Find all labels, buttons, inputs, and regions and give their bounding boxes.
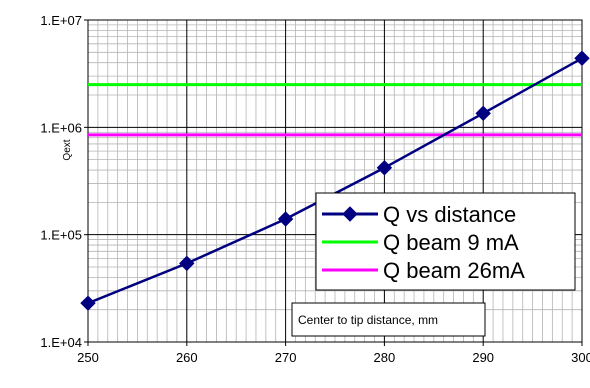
x-tick-label: 290	[472, 350, 494, 365]
y-axis-ticks: 1.E+04 1.E+05 1.E+06 1.E+07	[40, 13, 88, 350]
x-axis-label: Center to tip distance, mm	[298, 313, 438, 327]
series-layer	[80, 50, 590, 311]
xlabel-frame	[291, 302, 486, 337]
x-tick-label: 300	[571, 350, 590, 365]
legend-label: Q vs distance	[383, 202, 516, 227]
x-tick-label: 250	[77, 350, 99, 365]
data-point-marker	[376, 160, 393, 176]
y-tick-label: 1.E+04	[40, 335, 82, 350]
data-point-marker	[179, 255, 195, 272]
x-axis-ticks: 250 260 270 280 290 300	[77, 342, 590, 365]
data-point-marker	[574, 50, 590, 66]
legend-items: Q vs distance Q beam 9 mA Q beam 26mA	[322, 202, 525, 283]
legend: Q vs distance Q beam 9 mA Q beam 26mA	[315, 192, 576, 291]
x-tick-label: 260	[176, 350, 198, 365]
x-tick-label: 280	[374, 350, 396, 365]
y-tick-label: 1.E+06	[40, 120, 82, 135]
y-tick-label: 1.E+05	[40, 228, 82, 243]
xlabel-box: Center to tip distance, mm	[291, 302, 486, 337]
data-point-marker	[342, 206, 358, 222]
x-tick-label: 270	[275, 350, 297, 365]
data-point-marker	[80, 295, 96, 311]
y-axis-label: Qext	[62, 139, 73, 160]
data-point-marker	[475, 105, 491, 122]
legend-label: Q beam 9 mA	[383, 230, 519, 255]
legend-label: Q beam 26mA	[383, 258, 525, 283]
y-tick-label: 1.E+07	[40, 13, 82, 28]
data-point-marker	[277, 211, 294, 227]
